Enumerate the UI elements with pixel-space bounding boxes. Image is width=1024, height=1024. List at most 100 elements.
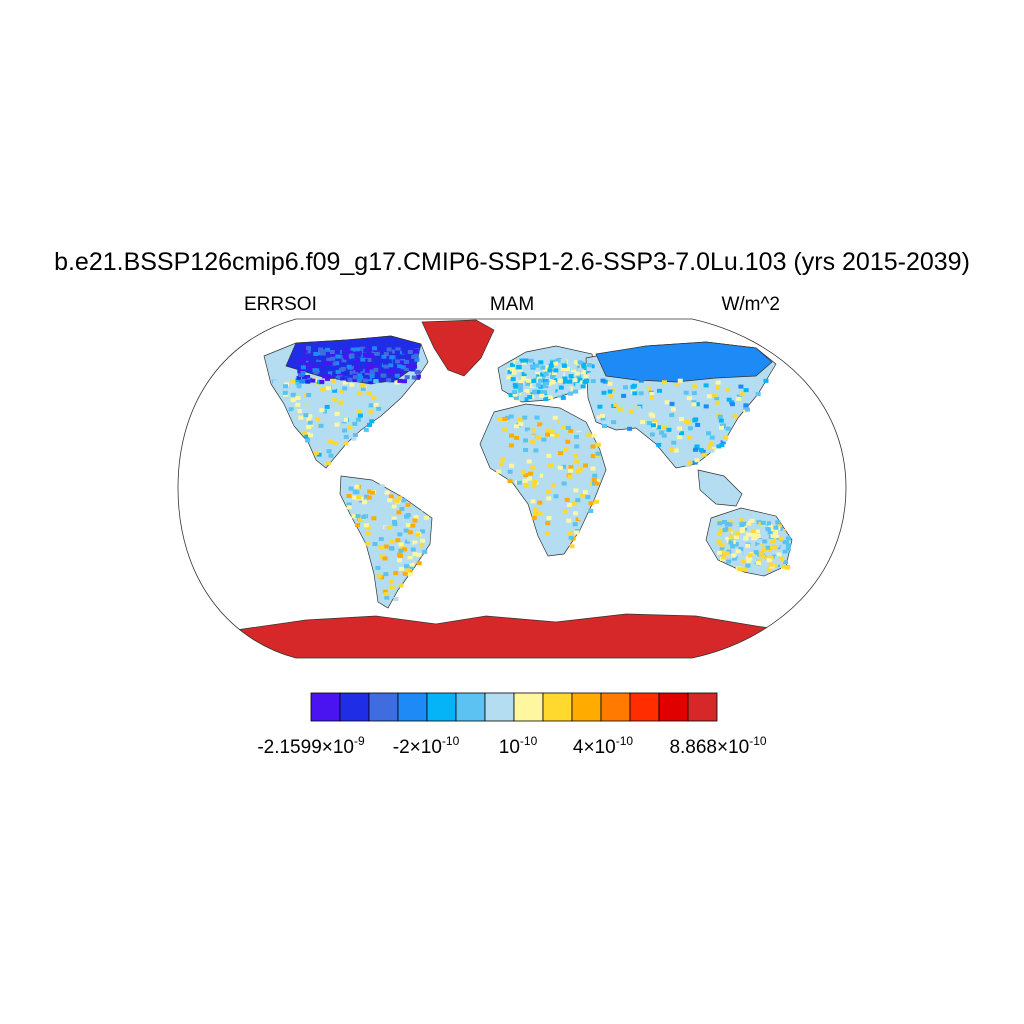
grid-cell xyxy=(661,380,667,385)
grid-cell xyxy=(772,554,778,559)
grid-cell xyxy=(326,357,332,362)
grid-cell xyxy=(315,416,321,421)
grid-cell xyxy=(706,431,711,436)
grid-cell xyxy=(726,397,732,402)
grid-cell xyxy=(583,374,589,379)
grid-cell xyxy=(532,469,538,474)
grid-cell xyxy=(709,448,715,453)
grid-cell xyxy=(565,387,571,392)
grid-cell xyxy=(410,523,416,528)
grid-cell xyxy=(768,555,774,560)
grid-cell xyxy=(407,530,413,535)
grid-cell xyxy=(282,390,288,395)
grid-cell xyxy=(414,369,420,374)
grid-cell xyxy=(382,589,388,594)
grid-cell xyxy=(581,370,587,375)
grid-cell xyxy=(717,414,723,419)
grid-cell xyxy=(351,358,357,363)
grid-cell xyxy=(385,510,391,515)
grid-cell xyxy=(677,426,683,431)
grid-cell xyxy=(610,388,616,393)
grid-cell xyxy=(656,425,661,430)
grid-cell xyxy=(558,419,564,424)
grid-cell xyxy=(391,516,397,521)
grid-cell xyxy=(757,544,763,549)
grid-cell xyxy=(572,378,578,383)
grid-cell xyxy=(575,517,581,522)
grid-cell xyxy=(391,369,397,374)
grid-cell xyxy=(546,516,552,520)
grid-cell xyxy=(632,391,638,396)
grid-cell xyxy=(521,372,527,377)
colorbar-box xyxy=(658,692,689,722)
grid-cell xyxy=(568,468,573,473)
grid-cell xyxy=(585,495,591,500)
grid-cell xyxy=(715,380,721,385)
grid-cell xyxy=(530,434,536,439)
grid-cell xyxy=(507,369,513,374)
grid-cell xyxy=(340,366,346,371)
grid-cell xyxy=(520,470,526,475)
grid-cell xyxy=(512,383,518,388)
grid-cell xyxy=(324,361,330,365)
grid-cell xyxy=(522,478,528,483)
grid-cell xyxy=(564,383,569,388)
grid-cell xyxy=(732,414,738,419)
grid-cell xyxy=(355,368,361,373)
grid-cell xyxy=(295,402,301,407)
grid-cell xyxy=(677,378,683,383)
grid-cell xyxy=(582,380,588,385)
grid-cell xyxy=(394,380,400,385)
grid-cell xyxy=(412,552,418,557)
grid-cell xyxy=(652,382,658,386)
grid-cell xyxy=(670,407,676,412)
grid-cell xyxy=(784,540,789,545)
grid-cell xyxy=(327,400,333,405)
grid-cell xyxy=(369,373,375,378)
grid-cell xyxy=(537,422,543,427)
grid-cell xyxy=(414,543,420,548)
grid-cell xyxy=(733,563,739,567)
grid-cell xyxy=(703,404,709,409)
grid-cell xyxy=(526,421,532,426)
grid-cell xyxy=(649,391,655,396)
grid-cell xyxy=(535,371,541,376)
grid-cell xyxy=(383,352,389,357)
grid-cell xyxy=(550,375,556,379)
grid-cell xyxy=(766,521,771,526)
grid-cell xyxy=(301,358,307,363)
colorbar-box xyxy=(397,692,428,722)
grid-cell xyxy=(757,539,763,544)
grid-cell xyxy=(317,410,323,415)
grid-cell xyxy=(405,513,411,517)
grid-cell xyxy=(508,393,514,398)
grid-cell xyxy=(423,515,429,520)
grid-cell xyxy=(403,528,409,533)
grid-cell xyxy=(391,349,397,354)
grid-cell xyxy=(528,358,534,363)
grid-cell xyxy=(755,561,761,566)
grid-cell xyxy=(577,360,583,365)
grid-cell xyxy=(347,425,353,430)
grid-cell xyxy=(384,525,390,530)
grid-cell xyxy=(292,410,298,415)
grid-cell xyxy=(560,359,566,363)
grid-cell xyxy=(595,451,601,456)
grid-cell xyxy=(743,405,749,410)
grid-cell xyxy=(307,414,313,419)
grid-cell xyxy=(563,447,569,452)
south-america xyxy=(339,475,433,609)
grid-cell xyxy=(362,500,368,505)
grid-cell xyxy=(347,377,353,382)
grid-cell xyxy=(366,358,372,362)
grid-cell xyxy=(395,538,401,543)
grid-cell xyxy=(671,440,677,445)
grid-cell xyxy=(773,563,778,568)
grid-cell xyxy=(363,348,369,353)
grid-cell xyxy=(422,549,428,554)
grid-cell xyxy=(612,391,618,396)
grid-cell xyxy=(769,545,775,550)
grid-cell xyxy=(356,495,362,500)
grid-cell xyxy=(420,538,426,543)
grid-cell xyxy=(519,396,525,401)
